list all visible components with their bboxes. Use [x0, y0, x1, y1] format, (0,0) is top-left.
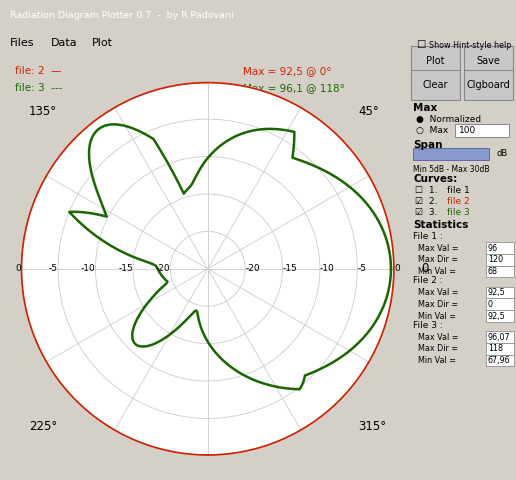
- Text: 96: 96: [488, 244, 498, 252]
- Text: file 1: file 1: [447, 186, 470, 195]
- Text: Span: Span: [413, 140, 443, 150]
- Text: 0: 0: [421, 262, 428, 276]
- FancyBboxPatch shape: [411, 70, 460, 100]
- Text: ●  Normalized: ● Normalized: [416, 115, 481, 124]
- Text: Max Val =: Max Val =: [418, 288, 459, 297]
- Text: 92,5: 92,5: [488, 312, 506, 321]
- Bar: [486, 242, 514, 254]
- Text: Min Val =: Min Val =: [418, 356, 457, 365]
- Text: Max Dir =: Max Dir =: [418, 344, 459, 353]
- Text: 118: 118: [488, 344, 503, 353]
- Text: Plot: Plot: [426, 56, 444, 66]
- Text: 68: 68: [488, 267, 498, 276]
- Text: Min Val =: Min Val =: [418, 267, 457, 276]
- Bar: [486, 287, 514, 299]
- Text: Max Dir =: Max Dir =: [418, 300, 459, 309]
- Text: 120: 120: [488, 255, 503, 264]
- Text: Max Dir =: Max Dir =: [418, 255, 459, 264]
- Text: Max = 96,1 @ 118°: Max = 96,1 @ 118°: [243, 83, 345, 93]
- Text: 135°: 135°: [29, 105, 57, 118]
- Text: Min Val =: Min Val =: [418, 312, 457, 321]
- Text: 92,5: 92,5: [488, 288, 506, 297]
- Text: File 2 :: File 2 :: [413, 276, 443, 286]
- Text: -20: -20: [245, 264, 260, 273]
- Text: -10: -10: [320, 264, 335, 273]
- Text: Max: Max: [413, 103, 437, 112]
- Text: 96,07: 96,07: [488, 333, 510, 342]
- Text: 67,96: 67,96: [488, 356, 510, 365]
- Text: Clear: Clear: [423, 80, 448, 90]
- Text: Clgboard: Clgboard: [466, 80, 510, 90]
- Text: ☑  3.: ☑ 3.: [415, 208, 438, 217]
- FancyBboxPatch shape: [464, 70, 513, 100]
- Bar: [486, 310, 514, 322]
- Bar: [486, 254, 514, 266]
- Text: 315°: 315°: [359, 420, 386, 432]
- Text: ☐: ☐: [416, 40, 426, 50]
- FancyBboxPatch shape: [411, 46, 460, 76]
- Text: Normalized Plot: Normalized Plot: [148, 98, 258, 113]
- Text: -15: -15: [118, 264, 133, 273]
- Text: Max Val =: Max Val =: [418, 244, 459, 252]
- Text: ☐  1.: ☐ 1.: [415, 186, 438, 195]
- Text: 0: 0: [395, 264, 400, 273]
- Text: 100: 100: [459, 126, 476, 135]
- Text: -5: -5: [49, 264, 58, 273]
- Text: 225°: 225°: [29, 420, 57, 432]
- Text: -5: -5: [358, 264, 366, 273]
- Bar: [486, 299, 514, 310]
- Text: Statistics: Statistics: [413, 220, 469, 230]
- Text: 0: 0: [15, 264, 21, 273]
- Text: -20: -20: [156, 264, 170, 273]
- Text: 0: 0: [488, 300, 493, 309]
- Text: file: 2  —: file: 2 —: [14, 66, 61, 76]
- Text: file: 3  ---: file: 3 ---: [14, 83, 62, 93]
- Text: Min 5dB - Max 30dB: Min 5dB - Max 30dB: [413, 165, 490, 174]
- Bar: [486, 266, 514, 277]
- Text: -15: -15: [283, 264, 297, 273]
- Text: Plot: Plot: [92, 38, 112, 48]
- Text: Max Val =: Max Val =: [418, 333, 459, 342]
- Text: Curves:: Curves:: [413, 174, 457, 184]
- Text: Save: Save: [476, 56, 501, 66]
- Text: Files: Files: [10, 38, 35, 48]
- Text: file 2: file 2: [447, 197, 469, 206]
- Text: File 1 :: File 1 :: [413, 231, 443, 240]
- Text: Radiation Diagram Plotter 0.7  -  by R.Padovani: Radiation Diagram Plotter 0.7 - by R.Pad…: [10, 11, 234, 20]
- FancyBboxPatch shape: [464, 46, 513, 76]
- Bar: [486, 331, 514, 343]
- Text: file 3: file 3: [447, 208, 470, 217]
- Bar: [486, 343, 514, 355]
- Text: Max = 92,5 @ 0°: Max = 92,5 @ 0°: [243, 66, 332, 76]
- Bar: [413, 148, 489, 160]
- Text: Show Hint-style help: Show Hint-style help: [429, 41, 512, 49]
- Bar: [486, 355, 514, 366]
- Text: Data: Data: [51, 38, 77, 48]
- Bar: [455, 124, 509, 137]
- Text: ○  Max: ○ Max: [416, 126, 448, 135]
- Text: -10: -10: [80, 264, 95, 273]
- Text: dB: dB: [496, 149, 508, 158]
- Text: 45°: 45°: [359, 105, 379, 118]
- Text: File 3 :: File 3 :: [413, 321, 443, 330]
- Text: ☑  2.: ☑ 2.: [415, 197, 438, 206]
